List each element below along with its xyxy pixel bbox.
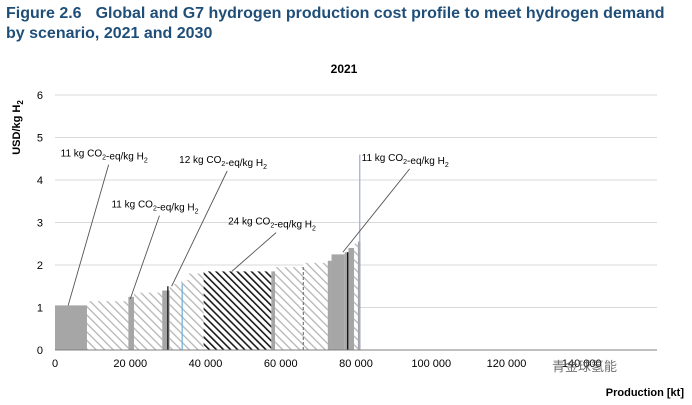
cost-block-11 [275,267,304,350]
cost-block-10 [271,271,276,350]
figure-caption: Global and G7 hydrogen production cost p… [6,5,665,42]
cost-block-1 [55,305,87,350]
cost-block-17 [354,243,358,350]
annotation-leader-2 [129,215,160,300]
cost-blocks [55,241,361,350]
annotation-leader-5 [342,168,410,253]
cost-block-5 [162,290,170,350]
cost-block-6 [169,284,182,350]
figure-title: Figure 2.6 Global and G7 hydrogen product… [6,4,686,44]
annotation-leader-4 [231,232,277,272]
x-tick-label: 120 000 [487,358,527,370]
axes: 0 1 2 3 4 5 6 0 20 000 40 000 60 000 80 000 100 000 1… [11,90,657,370]
cost-block-9 [203,271,272,350]
x-axis-label: Production [kt] [606,387,685,399]
x-tick-label: 80 000 [339,358,373,370]
cost-block-4 [134,292,163,350]
x-tick-label: 20 000 [113,358,147,370]
y-tick-label: 4 [37,175,43,187]
chart-title: 2021 [331,62,358,76]
cost-block-14 [331,254,345,350]
x-tick-label: 40 000 [189,358,223,370]
y-tick-label: 2 [37,260,43,272]
annotation-leader-3 [171,170,228,287]
x-tick-label: 0 [52,358,58,370]
marker-lines [167,154,361,350]
annotation-leader-1 [67,164,110,306]
cost-block-16 [348,248,355,350]
cost-block-13 [327,260,332,350]
x-tick-label: 140 000 [562,358,602,370]
y-tick-label: 6 [37,90,43,102]
y-tick-label: 5 [37,133,43,145]
annotation-label-1: 11 kg CO2-eq/kg H2 [61,149,148,165]
x-tick-label: 60 000 [264,358,298,370]
cost-block-8 [188,273,204,350]
annotation-label-4: 24 kg CO2-eq/kg H2 [228,217,316,233]
y-tick-label: 3 [37,218,43,230]
figure-number: Figure 2.6 [6,5,82,22]
cost-block-2 [86,301,129,350]
annotation-label-3: 12 kg CO2-eq/kg H2 [179,155,267,171]
annotation-label-5: 11 kg CO2-eq/kg H2 [362,153,449,169]
cost-block-3 [128,296,135,350]
y-axis-label: USD/kg H2 [11,100,25,155]
annotations: 11 kg CO2-eq/kg H2 11 kg CO2-eq/kg H2 12 k… [61,149,449,306]
cost-block-7 [181,279,189,350]
x-tick-label: 100 000 [411,358,451,370]
watermark: 青金球氢能 [552,360,618,375]
annotation-label-2: 11 kg CO2-eq/kg H2 [111,200,198,216]
y-tick-label: 1 [37,303,43,315]
y-tick-label: 0 [37,345,43,357]
cost-block-15 [344,252,349,350]
cost-block-12 [303,262,328,350]
